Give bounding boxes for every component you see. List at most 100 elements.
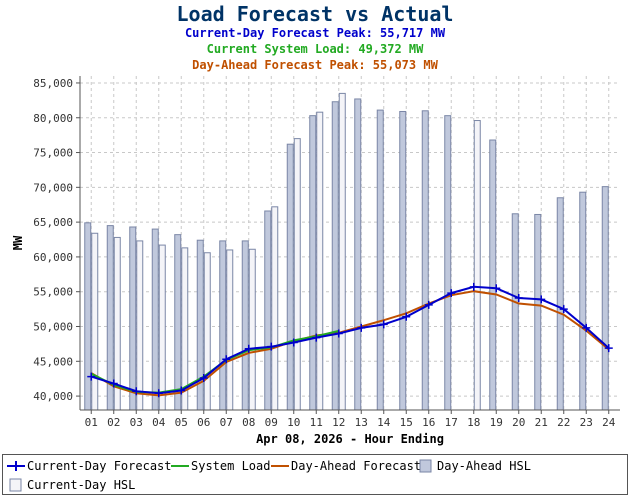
current-day-forecast-point xyxy=(244,344,253,353)
x-tick-label: 11 xyxy=(310,416,323,429)
y-tick-label: 60,000 xyxy=(33,251,73,264)
current-day-hsl-bar xyxy=(158,244,166,411)
y-tick-label: 65,000 xyxy=(33,216,73,229)
current-day-forecast-point xyxy=(154,389,163,398)
current-day-forecast-point xyxy=(312,333,321,342)
y-tick-label: 80,000 xyxy=(33,112,73,125)
day-ahead-hsl-bar xyxy=(264,210,272,411)
day-ahead-hsl-bar xyxy=(286,143,294,411)
legend-label: Day-Ahead HSL xyxy=(437,459,531,473)
current-day-forecast-point xyxy=(334,329,343,338)
x-tick-label: 12 xyxy=(332,416,345,429)
day-ahead-hsl-bar xyxy=(151,228,159,411)
legend-line-icon xyxy=(7,461,25,471)
x-axis-label: Apr 08, 2026 - Hour Ending xyxy=(256,432,444,446)
day-ahead-hsl-bar xyxy=(219,240,227,411)
legend-label: Current-Day HSL xyxy=(27,478,136,492)
current-day-forecast-point xyxy=(109,379,118,388)
chart-title: Load Forecast vs Actual xyxy=(176,2,454,26)
x-tick-label: 20 xyxy=(512,416,525,429)
day-ahead-hsl-bar xyxy=(129,226,137,411)
current-day-forecast-point xyxy=(87,372,96,381)
x-tick-label: 18 xyxy=(467,416,480,429)
legend-label: Current-Day Forecast xyxy=(27,459,172,473)
plot-area xyxy=(80,76,620,410)
day-ahead-hsl-bar xyxy=(534,213,542,411)
day-ahead-hsl-bar xyxy=(489,139,497,411)
current-day-hsl-bar xyxy=(473,120,481,411)
current-day-forecast-point xyxy=(559,305,568,314)
current-day-hsl-bar xyxy=(271,206,279,411)
current-day-forecast-point xyxy=(357,323,366,332)
x-tick-label: 16 xyxy=(422,416,435,429)
current-day-forecast-point xyxy=(424,300,433,309)
x-tick-label: 24 xyxy=(602,416,616,429)
day-ahead-hsl-bar xyxy=(511,213,519,411)
current-day-forecast-point xyxy=(132,387,141,396)
day-ahead-hsl-bar xyxy=(444,115,452,411)
x-tick-label: 13 xyxy=(355,416,368,429)
day-ahead-hsl-bar xyxy=(84,222,92,411)
current-day-hsl-bar xyxy=(338,92,346,411)
x-tick-label: 22 xyxy=(557,416,570,429)
current-day-hsl-bar xyxy=(248,248,256,411)
current-day-forecast-point xyxy=(492,284,501,293)
load-chart: 40,000 45,000 50,000 55,000 60,000 65,000 70,0… xyxy=(11,76,620,446)
day-ahead-hsl-bar xyxy=(376,109,384,411)
day-ahead-forecast-line xyxy=(90,290,610,397)
current-day-forecast-point xyxy=(402,312,411,321)
chart-legend: Current-Day Forecast System Load Day-Ahe… xyxy=(2,454,628,495)
y-tick-label: 85,000 xyxy=(33,77,73,90)
legend-label: Day-Ahead Forecast xyxy=(291,459,422,473)
current-day-hsl-bar xyxy=(293,138,301,411)
y-tick-label: 50,000 xyxy=(33,321,73,334)
legend-label: System Load xyxy=(191,459,271,473)
day-ahead-hsl-bar xyxy=(579,191,587,411)
current-day-forecast-point xyxy=(447,289,456,298)
x-tick-label: 15 xyxy=(400,416,413,429)
current-day-forecast-point xyxy=(604,344,613,353)
current-day-forecast-peak: Current-Day Forecast Peak: 55,717 MW xyxy=(184,26,446,40)
current-day-forecast-point xyxy=(514,293,523,302)
x-tick-label: 05 xyxy=(175,416,188,429)
current-day-forecast-point xyxy=(582,323,591,332)
current-day-hsl-bar xyxy=(203,252,211,411)
current-day-forecast-point xyxy=(289,338,298,347)
day-ahead-forecast-peak: Day-Ahead Forecast Peak: 55,073 MW xyxy=(192,58,438,72)
day-ahead-hsl-bar xyxy=(556,197,564,411)
y-tick-label: 75,000 xyxy=(33,147,73,160)
day-ahead-hsl-bar xyxy=(174,234,182,411)
x-tick-label: 04 xyxy=(152,416,166,429)
current-day-hsl-bar xyxy=(136,240,144,411)
day-ahead-hsl-bar xyxy=(421,110,429,411)
x-tick-label: 21 xyxy=(535,416,548,429)
day-ahead-hsl-bar xyxy=(399,110,407,411)
legend-bar-icon xyxy=(419,459,432,473)
current-day-forecast-point xyxy=(222,355,231,364)
x-tick-label: 07 xyxy=(220,416,233,429)
legend-line-icon xyxy=(171,465,189,467)
current-day-forecast-point xyxy=(537,295,546,304)
x-tick-label: 06 xyxy=(197,416,210,429)
y-tick-label: 40,000 xyxy=(33,390,73,403)
day-ahead-hsl-bar xyxy=(309,115,317,411)
y-tick-label: 45,000 xyxy=(33,355,73,368)
current-day-hsl-bar xyxy=(316,111,324,411)
day-ahead-hsl-bar xyxy=(331,101,339,411)
day-ahead-hsl-bar xyxy=(354,98,362,411)
x-tick-label: 10 xyxy=(287,416,300,429)
day-ahead-hsl-bar xyxy=(601,186,609,411)
current-day-forecast-point xyxy=(469,282,478,291)
y-axis-label: MW xyxy=(11,235,25,250)
current-day-forecast-point xyxy=(379,320,388,329)
current-day-forecast-point xyxy=(199,373,208,382)
current-day-forecast-point xyxy=(177,386,186,395)
current-day-hsl-bar xyxy=(91,232,99,411)
y-tick-label: 55,000 xyxy=(33,286,73,299)
current-day-forecast-point xyxy=(267,342,276,351)
x-tick-label: 08 xyxy=(242,416,255,429)
x-tick-label: 03 xyxy=(130,416,143,429)
x-tick-label: 14 xyxy=(377,416,391,429)
x-tick-label: 09 xyxy=(265,416,278,429)
current-system-load: Current System Load: 49,372 MW xyxy=(206,42,424,56)
